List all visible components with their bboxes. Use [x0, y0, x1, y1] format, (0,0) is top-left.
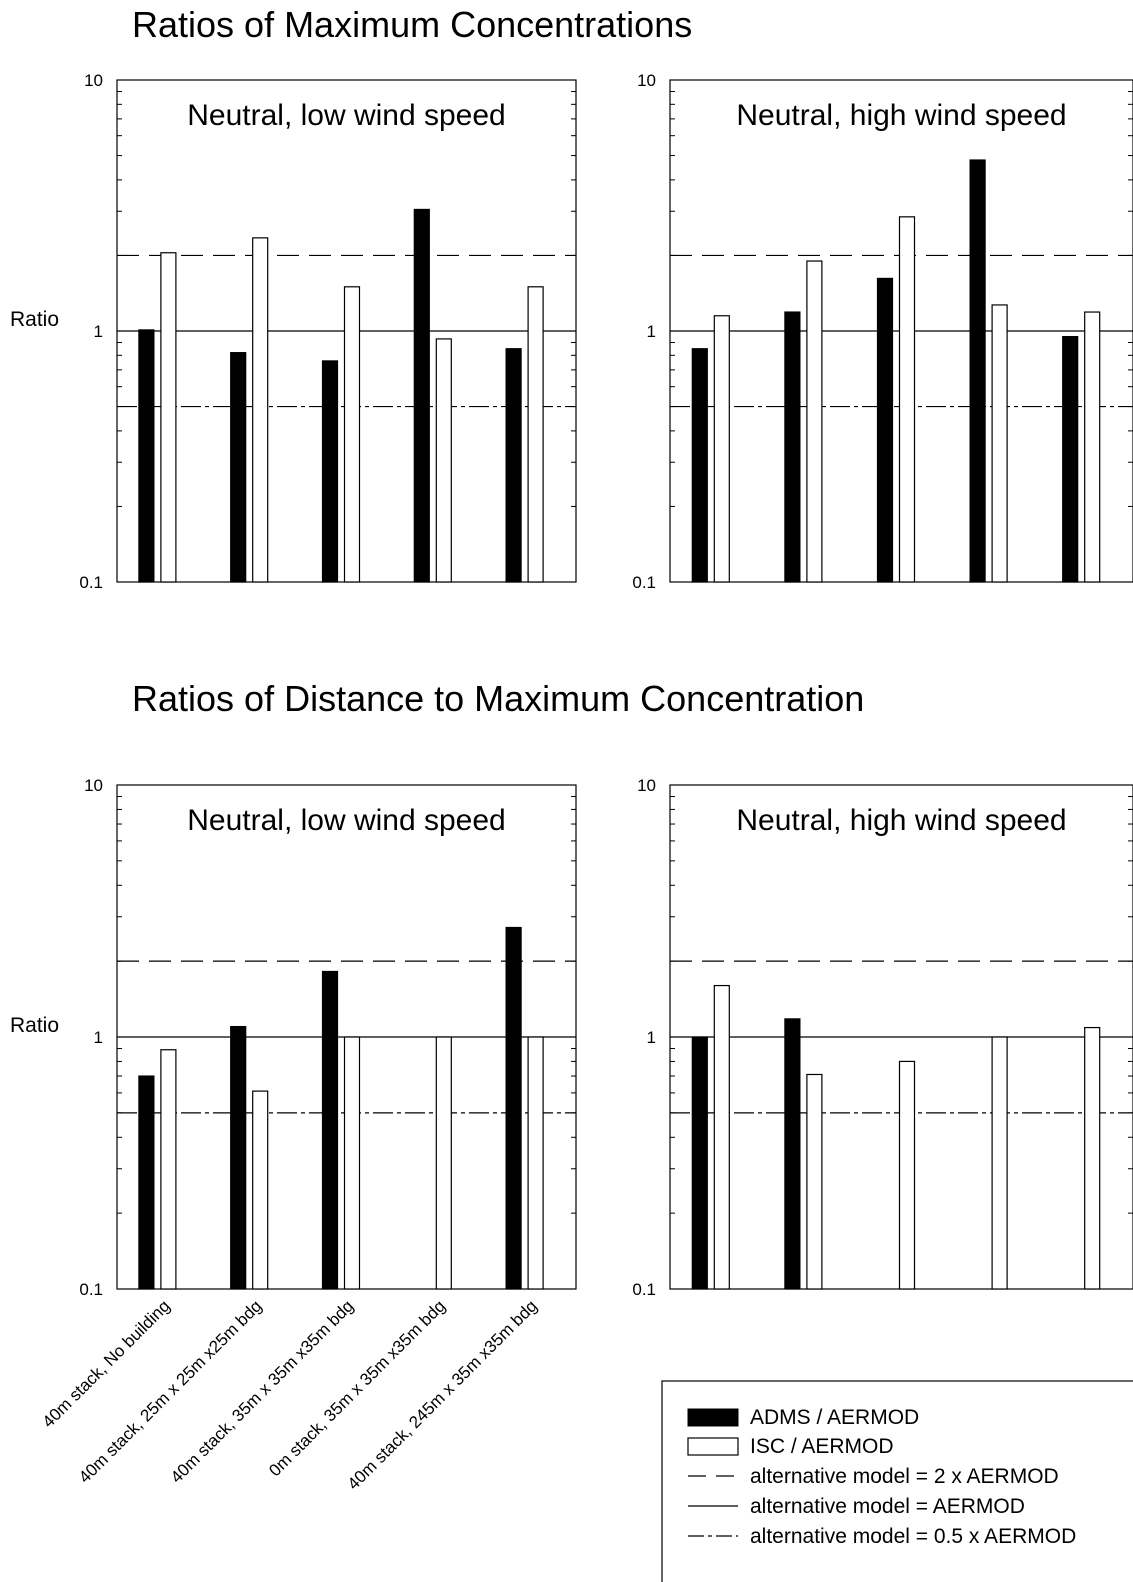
bar-isc	[806, 260, 823, 583]
legend-swatch-adms	[687, 1408, 739, 1427]
y-tick-label: 1	[94, 322, 103, 341]
panel-title: Neutral, low wind speed	[187, 99, 506, 132]
panel-title: Neutral, high wind speed	[736, 804, 1066, 837]
bar-isc	[252, 1090, 269, 1290]
legend-label: alternative model = AERMOD	[750, 1495, 1025, 1518]
bar-isc	[527, 1036, 544, 1290]
bar-adms	[138, 1075, 155, 1290]
x-tick-label: 40m stack, 245m x 35m x35m bdg	[344, 1296, 541, 1493]
bar-isc	[343, 286, 361, 583]
bar-adms	[691, 348, 708, 583]
x-tick-label: 40m stack, 25m x 25m x25m bdg	[75, 1296, 265, 1486]
legend-swatch-isc	[687, 1437, 739, 1456]
bar-isc	[160, 252, 177, 583]
bar-isc	[991, 304, 1008, 583]
bar-isc	[1084, 1026, 1101, 1290]
bar-adms	[321, 970, 339, 1290]
bar-adms	[876, 277, 894, 583]
bar-adms	[505, 926, 522, 1290]
y-tick-label: 0.1	[632, 1280, 656, 1299]
bar-isc	[806, 1073, 823, 1290]
y-tick-label: 10	[637, 71, 656, 90]
bar-adms	[230, 1025, 247, 1290]
bar-adms	[321, 360, 339, 583]
bar-adms	[969, 159, 986, 583]
y-axis-label: Ratio	[10, 308, 59, 331]
legend-label: alternative model = 0.5 x AERMOD	[750, 1525, 1076, 1548]
y-tick-label: 10	[637, 776, 656, 795]
legend-label: ADMS / AERMOD	[750, 1406, 919, 1429]
bar-adms	[230, 352, 247, 583]
section-title-max-concentrations: Ratios of Maximum Concentrations	[132, 4, 693, 45]
panel-title: Neutral, low wind speed	[187, 804, 506, 837]
y-tick-label: 0.1	[79, 1280, 103, 1299]
legend-label: ISC / AERMOD	[750, 1435, 894, 1458]
y-tick-label: 10	[84, 776, 103, 795]
y-tick-label: 0.1	[632, 573, 656, 592]
section-title-distance-to-max: Ratios of Distance to Maximum Concentrat…	[132, 678, 865, 719]
bar-adms	[784, 311, 801, 583]
bar-isc	[527, 286, 544, 583]
bar-adms	[784, 1018, 801, 1290]
y-tick-label: 1	[647, 1028, 656, 1047]
bar-isc	[435, 1036, 452, 1290]
bar-isc	[435, 338, 452, 583]
bar-adms	[413, 208, 430, 583]
bar-isc	[252, 237, 269, 583]
y-tick-label: 0.1	[79, 573, 103, 592]
panel-title: Neutral, high wind speed	[736, 99, 1066, 132]
bar-isc	[898, 216, 916, 583]
bar-adms	[505, 348, 522, 583]
bar-isc	[713, 984, 730, 1290]
bar-isc	[343, 1036, 361, 1290]
bar-isc	[1084, 311, 1101, 583]
legend-label: alternative model = 2 x AERMOD	[750, 1465, 1059, 1488]
bar-isc	[898, 1060, 916, 1290]
bar-isc	[160, 1049, 177, 1290]
y-tick-label: 1	[647, 322, 656, 341]
y-tick-label: 10	[84, 71, 103, 90]
y-tick-label: 1	[94, 1028, 103, 1047]
legend-box	[661, 1380, 1133, 1582]
x-tick-label: 0m stack, 35m x 35m x35m bdg	[265, 1296, 449, 1480]
y-axis-label: Ratio	[10, 1014, 59, 1037]
bar-adms	[1062, 335, 1079, 583]
x-tick-label: 40m stack, 35m x 35m x35m bdg	[167, 1296, 357, 1486]
bar-adms	[691, 1036, 708, 1290]
bar-isc	[991, 1036, 1008, 1290]
bar-adms	[138, 329, 155, 583]
bar-isc	[713, 315, 730, 583]
